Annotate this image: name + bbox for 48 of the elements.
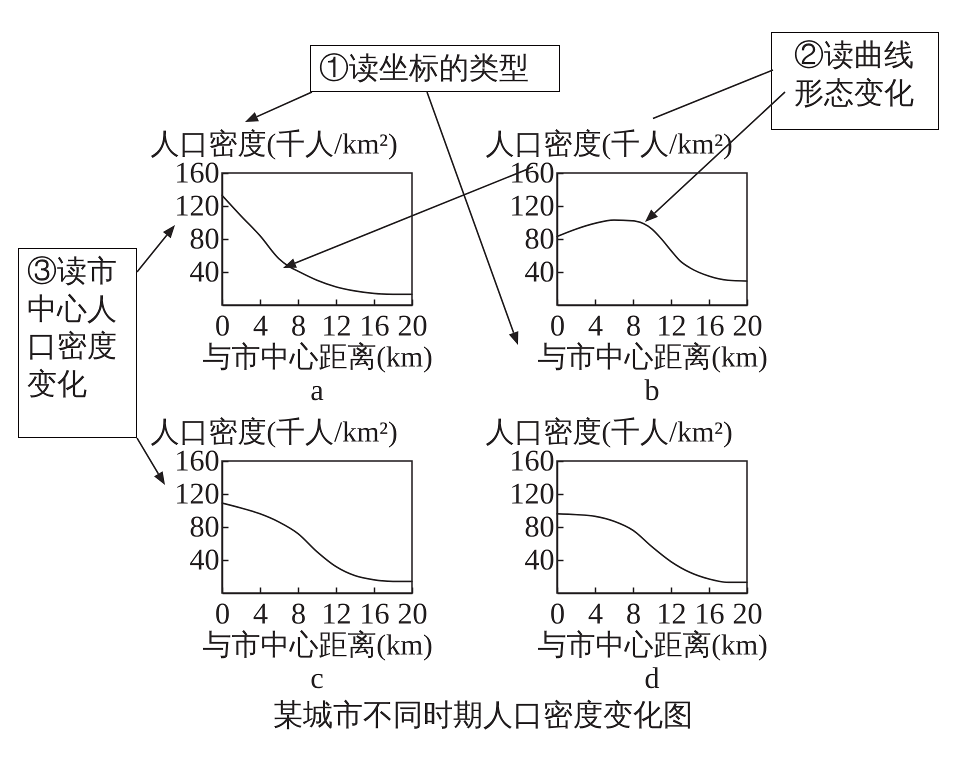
x-tick-label: 0 (550, 310, 565, 342)
x-axis-title: 与市中心距离(km) (537, 342, 768, 374)
text: a (310, 374, 324, 407)
x-axis-title: 与市中心距离(km) (202, 342, 433, 374)
y-tick-label: 80 (190, 222, 220, 256)
x-tick-label: 8 (626, 310, 641, 342)
y-tick-label: 120 (510, 478, 554, 510)
x-tick-label: 16 (694, 598, 724, 630)
y-tick-label: 120 (174, 478, 220, 510)
y-tick-label: 80 (524, 222, 554, 256)
x-tick-label: 8 (291, 598, 306, 630)
x-tick-label: 20 (398, 310, 428, 342)
y-tick-label: 40 (524, 544, 554, 576)
text: ②读曲线形态变化 (771, 32, 939, 130)
text: ①读坐标的类型 (310, 45, 560, 92)
y-tick-label: 120 (510, 190, 554, 222)
y-tick-label: 40 (524, 256, 554, 288)
x-tick-label: 12 (656, 310, 686, 342)
x-tick-label: 20 (398, 598, 428, 630)
x-tick-label: 16 (360, 598, 390, 630)
x-tick-label: 4 (253, 310, 268, 342)
text: ③读市中心人口密度变化 (18, 248, 137, 438)
x-tick-label: 8 (291, 310, 306, 342)
x-tick-label: 12 (322, 598, 352, 630)
x-tick-label: 8 (626, 598, 641, 630)
x-axis-title: 与市中心距离(km) (537, 630, 768, 662)
text: d (644, 662, 660, 695)
y-tick-label: 80 (524, 510, 554, 544)
x-axis-title: 与市中心距离(km) (202, 630, 433, 662)
x-tick-label: 16 (694, 310, 724, 342)
text: 某城市不同时期人口密度变化图 (272, 698, 694, 734)
y-tick-label: 80 (190, 510, 220, 544)
x-tick-label: 0 (215, 310, 230, 342)
text: b (644, 374, 660, 407)
x-tick-label: 20 (732, 598, 762, 630)
y-tick-label: 40 (190, 256, 220, 288)
x-tick-label: 4 (253, 598, 268, 630)
text: c (310, 662, 324, 695)
x-tick-label: 0 (550, 598, 565, 630)
x-tick-label: 4 (588, 310, 603, 342)
x-tick-label: 12 (656, 598, 686, 630)
x-tick-label: 12 (322, 310, 352, 342)
x-tick-label: 0 (215, 598, 230, 630)
y-tick-label: 40 (190, 544, 220, 576)
y-tick-label: 120 (174, 190, 220, 222)
x-tick-label: 16 (360, 310, 390, 342)
x-tick-label: 4 (588, 598, 603, 630)
x-tick-label: 20 (732, 310, 762, 342)
